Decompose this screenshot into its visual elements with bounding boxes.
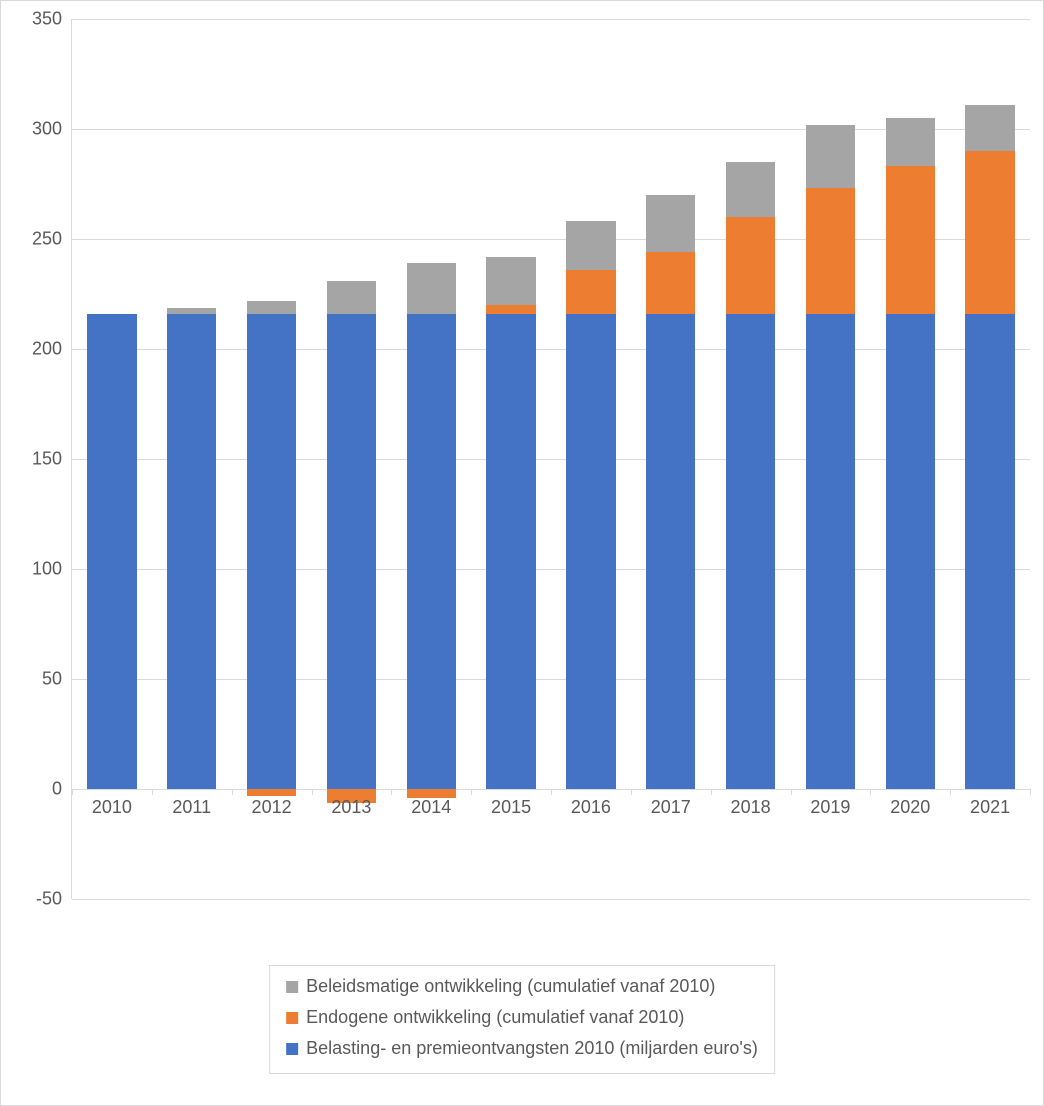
x-tick-label: 2019 [810,789,850,818]
bar-group [407,19,456,899]
gridline [72,899,1030,900]
x-tick-label: 2014 [411,789,451,818]
x-tick-mark [391,789,392,795]
bar-segment-basis2010 [566,314,615,789]
bar-group [566,19,615,899]
x-tick-mark [631,789,632,795]
legend-swatch [286,1043,298,1055]
x-tick-label: 2012 [252,789,292,818]
bar-segment-basis2010 [87,314,136,789]
bar-segment-endogene [486,305,535,314]
bar-segment-endogene [965,151,1014,314]
legend-label: Beleidsmatige ontwikkeling (cumulatief v… [306,976,715,997]
y-tick-label: 0 [52,779,72,800]
bar-segment-beleidsmatige [806,125,855,189]
bar-segment-basis2010 [886,314,935,789]
bar-segment-basis2010 [726,314,775,789]
bar-group [167,19,216,899]
x-tick-mark [791,789,792,795]
legend-item: Endogene ontwikkeling (cumulatief vanaf … [286,1007,758,1028]
x-tick-mark [1030,789,1031,795]
bar-group [247,19,296,899]
legend-swatch [286,981,298,993]
y-tick-label: 50 [42,669,72,690]
x-tick-mark [471,789,472,795]
bar-segment-beleidsmatige [167,308,216,314]
bar-segment-beleidsmatige [886,118,935,166]
bar-segment-endogene [726,217,775,314]
bar-segment-basis2010 [167,314,216,789]
bar-segment-basis2010 [806,314,855,789]
x-tick-label: 2011 [172,789,211,818]
legend: Beleidsmatige ontwikkeling (cumulatief v… [269,965,775,1074]
bar-segment-beleidsmatige [965,105,1014,151]
bar-segment-endogene [566,270,615,314]
y-tick-label: 300 [32,119,72,140]
bar-group [806,19,855,899]
x-tick-mark [870,789,871,795]
bar-group [87,19,136,899]
legend-item: Belasting- en premieontvangsten 2010 (mi… [286,1038,758,1059]
bar-group [726,19,775,899]
bar-segment-basis2010 [247,314,296,789]
bar-segment-beleidsmatige [726,162,775,217]
y-tick-label: -50 [36,889,72,910]
legend-swatch [286,1012,298,1024]
x-tick-mark [232,789,233,795]
bar-group [886,19,935,899]
bar-segment-endogene [886,166,935,313]
bar-segment-basis2010 [965,314,1014,789]
legend-label: Endogene ontwikkeling (cumulatief vanaf … [306,1007,684,1028]
x-tick-label: 2013 [331,789,371,818]
x-tick-mark [312,789,313,795]
y-tick-label: 100 [32,559,72,580]
bar-group [965,19,1014,899]
legend-label: Belasting- en premieontvangsten 2010 (mi… [306,1038,758,1059]
legend-item: Beleidsmatige ontwikkeling (cumulatief v… [286,976,758,997]
bar-segment-beleidsmatige [247,301,296,314]
y-tick-label: 350 [32,9,72,30]
bar-group [646,19,695,899]
y-tick-label: 150 [32,449,72,470]
x-tick-mark [551,789,552,795]
bar-segment-beleidsmatige [327,281,376,314]
x-tick-label: 2020 [890,789,930,818]
x-tick-mark [152,789,153,795]
x-tick-label: 2018 [731,789,771,818]
bar-segment-beleidsmatige [566,221,615,269]
bar-segment-beleidsmatige [407,263,456,314]
bar-group [486,19,535,899]
bar-segment-endogene [646,252,695,314]
bar-segment-basis2010 [407,314,456,789]
x-tick-mark [72,789,73,795]
bar-segment-beleidsmatige [646,195,695,252]
bar-segment-endogene [806,188,855,313]
stacked-bar-chart: -50 0 50 100 150 200 250 300 350 2010 2011 2012 2013… [0,0,1044,1106]
y-tick-label: 250 [32,229,72,250]
x-tick-label: 2015 [491,789,531,818]
bar-segment-beleidsmatige [486,257,535,305]
bar-segment-basis2010 [486,314,535,789]
x-tick-mark [711,789,712,795]
y-tick-label: 200 [32,339,72,360]
plot-area: -500501001502002503003502010201120122013… [71,19,1030,899]
x-tick-label: 2021 [970,789,1010,818]
x-tick-label: 2016 [571,789,611,818]
bar-group [327,19,376,899]
x-tick-label: 2017 [651,789,691,818]
x-tick-label: 2010 [92,789,132,818]
bar-segment-basis2010 [327,314,376,789]
x-tick-mark [950,789,951,795]
bar-segment-basis2010 [646,314,695,789]
